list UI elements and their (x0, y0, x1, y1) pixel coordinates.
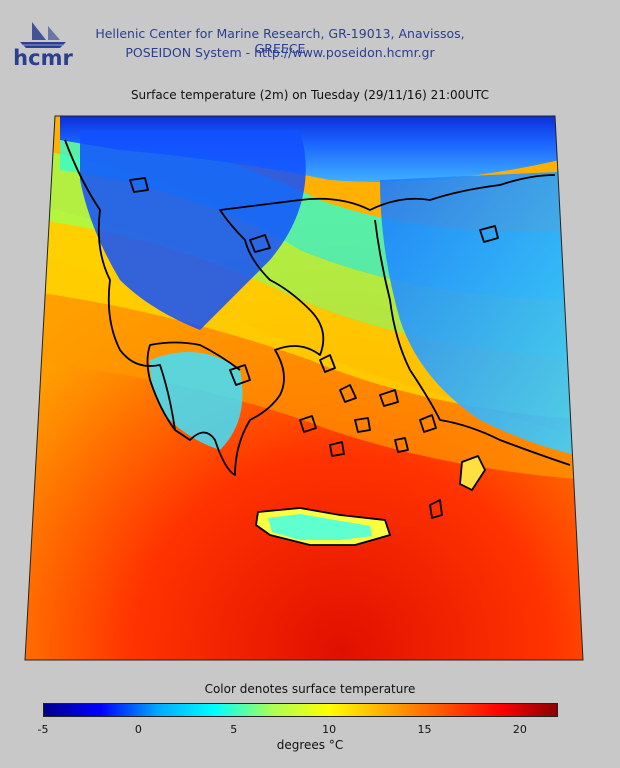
colorbar-tick-label: 0 (134, 723, 142, 736)
colorbar-unit: degrees °C (276, 738, 344, 752)
temperature-colorbar (43, 703, 558, 717)
colorbar-tick-label: 20 (512, 723, 527, 736)
map-title: Surface temperature (2m) on Tuesday (29/… (130, 88, 490, 102)
header-institution: Hellenic Center for Marine Research, GR-… (95, 26, 465, 56)
logo-text: hcmr (13, 46, 73, 70)
colorbar-tick-label: -5 (37, 723, 49, 736)
hcmr-logo: hcmr (12, 18, 74, 70)
colorbar-title: Color denotes surface temperature (204, 682, 416, 696)
colorbar-tick-label: 10 (322, 723, 337, 736)
header-system: POSEIDON System - http://www.poseidon.hc… (125, 45, 435, 60)
colorbar-tick-label: 15 (417, 723, 432, 736)
colorbar-tick-label: 5 (230, 723, 238, 736)
ship-icon (20, 22, 66, 48)
